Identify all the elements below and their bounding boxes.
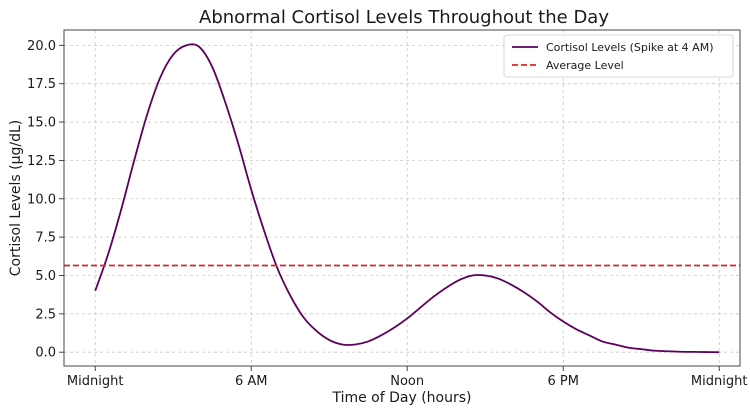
legend-box: [503, 34, 734, 78]
y-tick-label: 12.5: [27, 154, 56, 169]
plot-frame: [63, 29, 741, 367]
cortisol-series-line: [94, 43, 720, 354]
y-tick-label: 5.0: [35, 269, 56, 284]
y-tick-label: 17.5: [27, 77, 56, 92]
legend: Cortisol Levels (Spike at 4 AM) Average …: [503, 34, 734, 78]
x-tick-label: 6 AM: [235, 374, 268, 389]
y-tick-label: 15.0: [27, 116, 56, 131]
x-axis-label: Time of Day (hours): [331, 390, 471, 406]
y-tick-label: 0.0: [35, 346, 56, 361]
x-tick-label: 6 PM: [547, 374, 578, 389]
y-tick-label: 20.0: [27, 39, 56, 54]
x-tick-label: Noon: [390, 374, 424, 389]
legend-label-average: Average Level: [546, 59, 624, 72]
grid-lines: [64, 30, 740, 366]
chart-title: Abnormal Cortisol Levels Throughout the …: [199, 7, 609, 28]
legend-label-cortisol: Cortisol Levels (Spike at 4 AM): [546, 41, 714, 54]
x-tick-label: Midnight: [691, 374, 748, 389]
y-tick-label: 7.5: [35, 231, 56, 246]
y-axis-ticks: 0.0 2.5 5.0 7.5 10.0 12.5 15.0 17.5 20.0: [27, 39, 64, 361]
y-tick-label: 10.0: [27, 192, 56, 207]
series-lines: [64, 43, 740, 354]
y-axis-label: Cortisol Levels (µg/dL): [8, 120, 24, 277]
y-tick-label: 2.5: [35, 307, 56, 322]
x-axis-ticks: Midnight 6 AM Noon 6 PM Midnight: [67, 366, 748, 389]
x-tick-label: Midnight: [67, 374, 124, 389]
